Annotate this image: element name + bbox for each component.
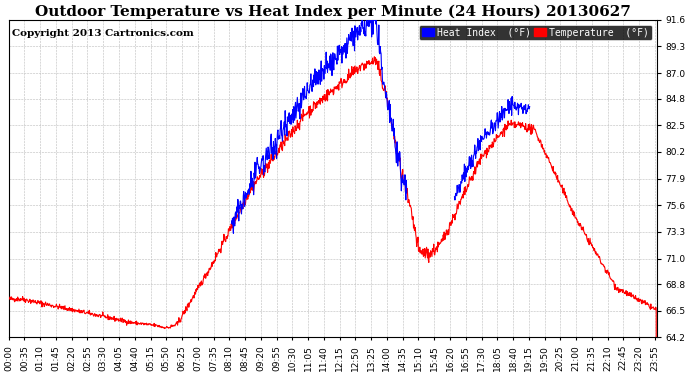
Legend: Heat Index  (°F), Temperature  (°F): Heat Index (°F), Temperature (°F): [419, 25, 652, 40]
Text: Copyright 2013 Cartronics.com: Copyright 2013 Cartronics.com: [12, 29, 194, 38]
Title: Outdoor Temperature vs Heat Index per Minute (24 Hours) 20130627: Outdoor Temperature vs Heat Index per Mi…: [34, 4, 631, 18]
